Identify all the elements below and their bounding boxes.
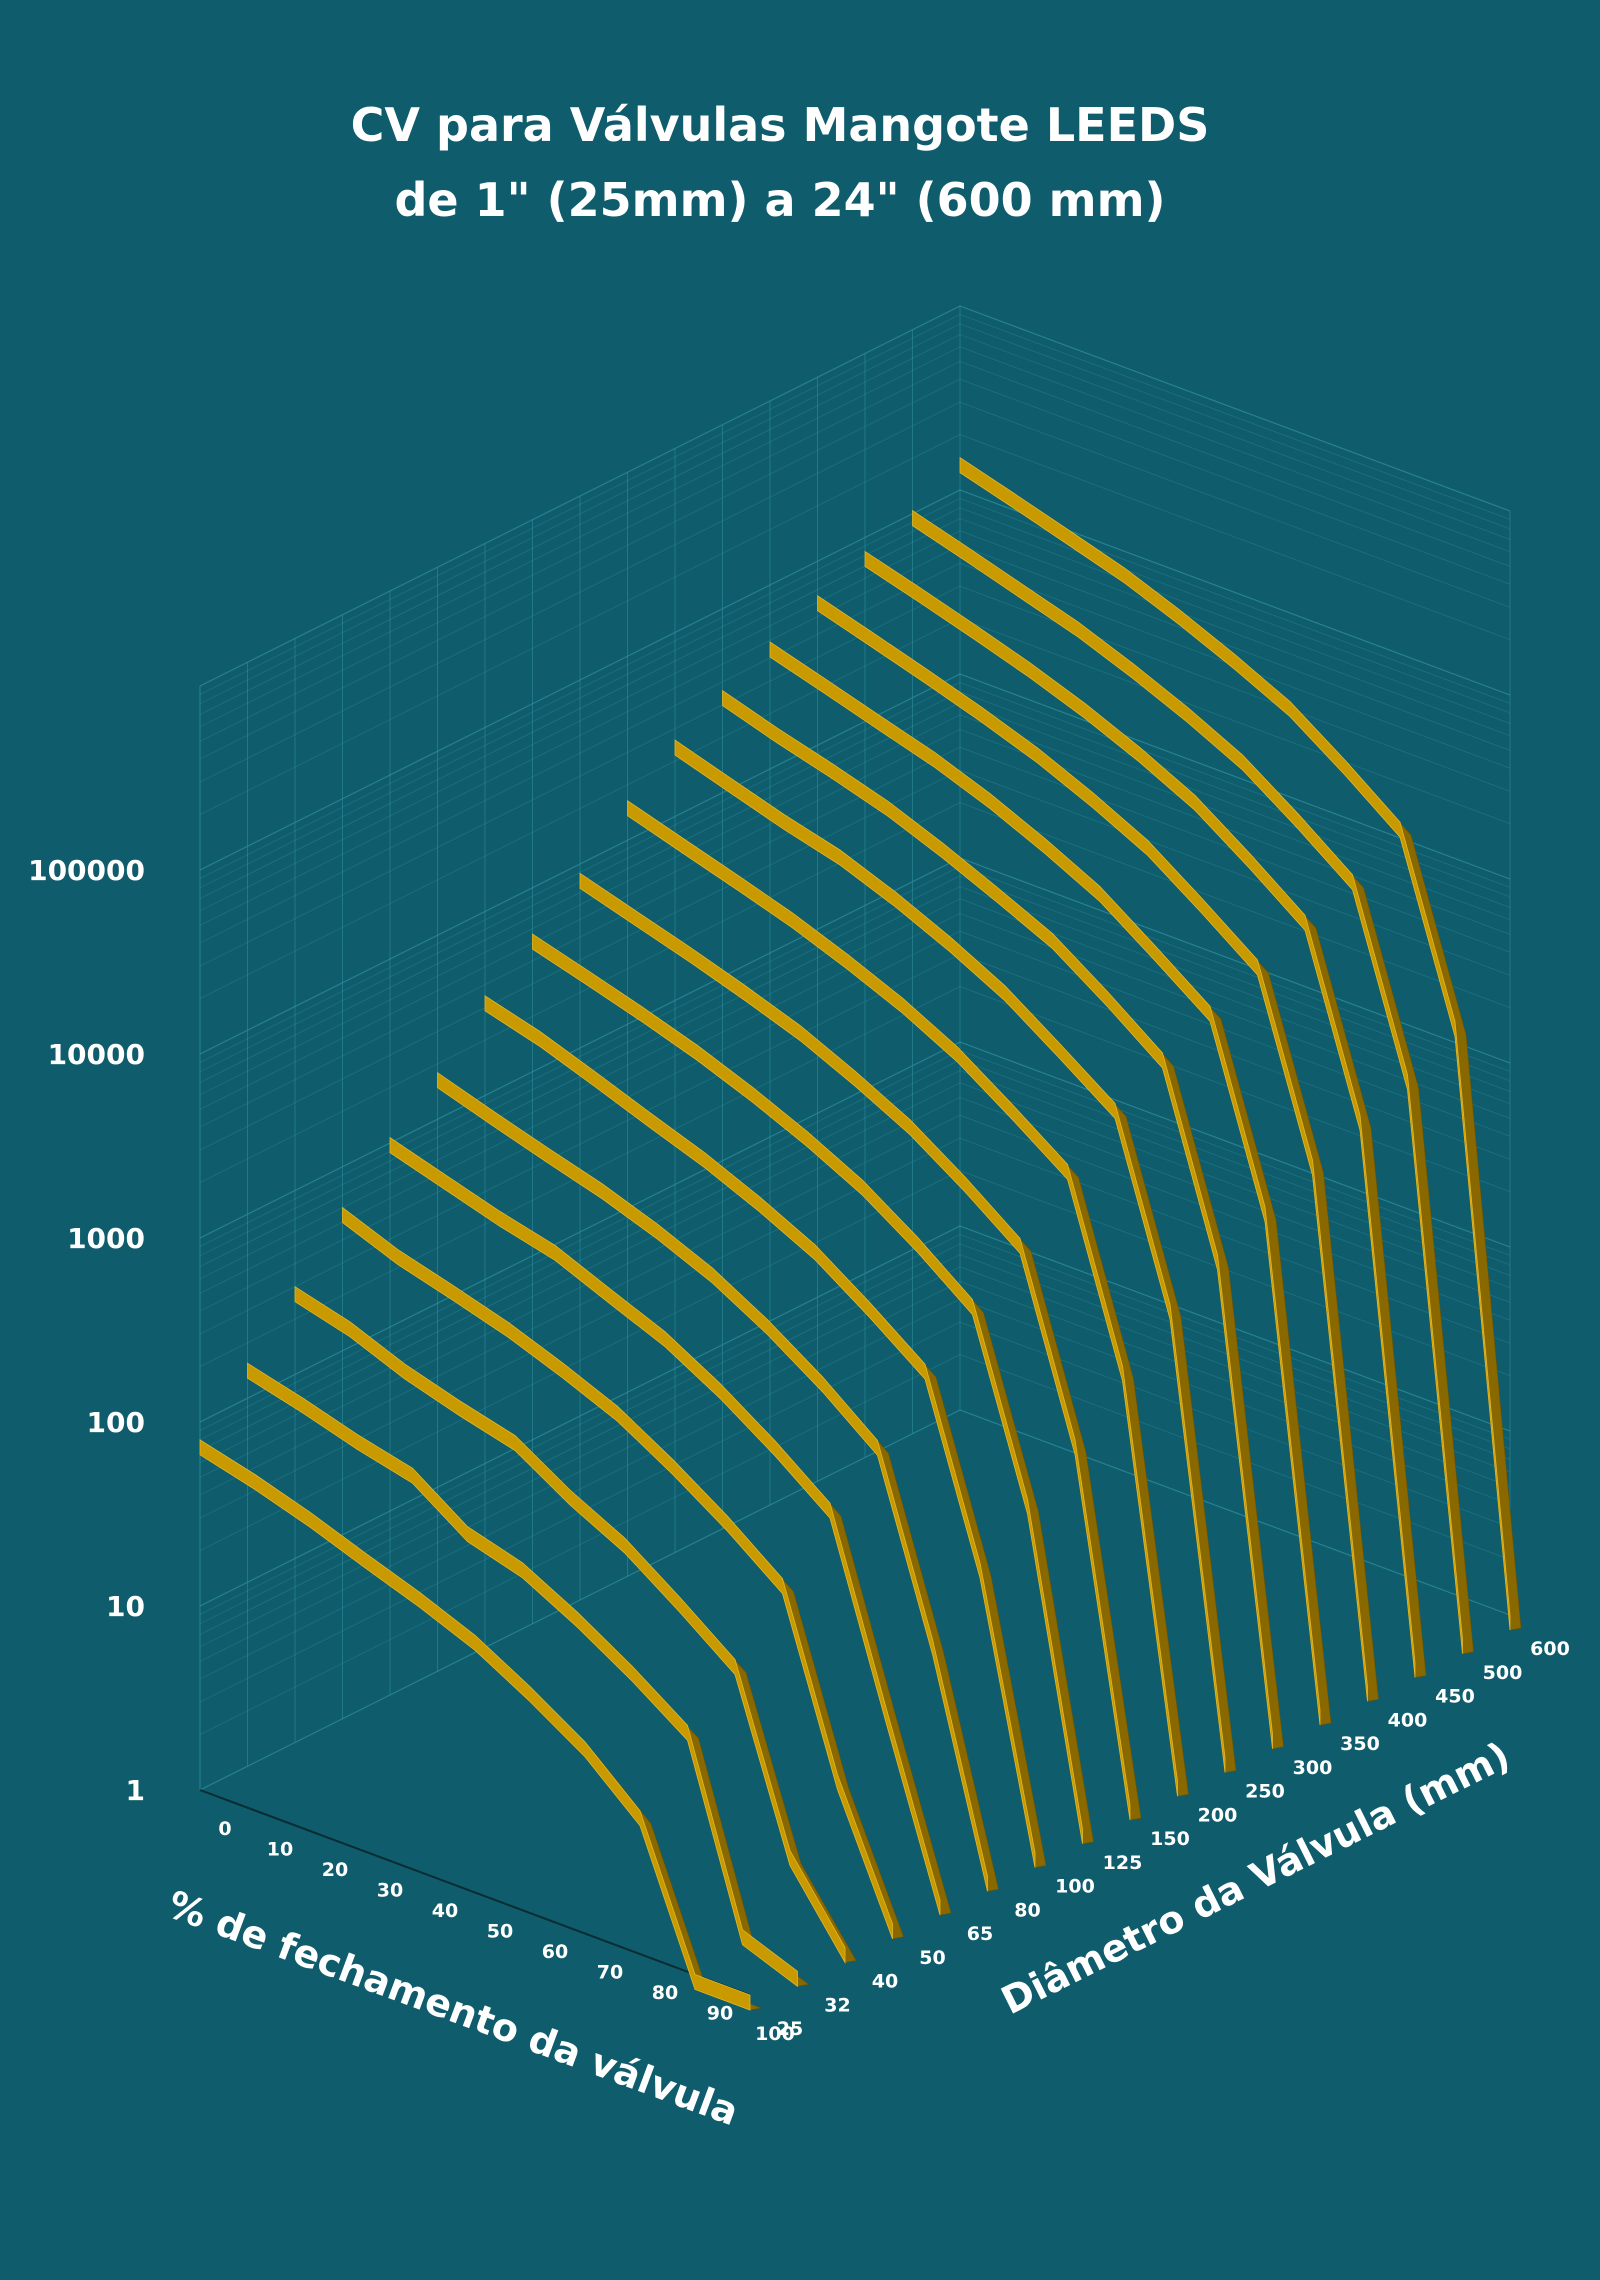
ribbon-side <box>436 1085 999 1892</box>
gridline-minor <box>199 346 1511 728</box>
depth-tick-label: 32 <box>824 1994 850 2016</box>
x-tick-label: 20 <box>322 1859 348 1881</box>
x-tick-label: 80 <box>652 1982 678 2004</box>
ribbon-side <box>674 752 1237 1773</box>
gridline-minor <box>199 702 1511 1083</box>
series-200 <box>626 799 1189 1797</box>
ribbon-face <box>674 739 1226 1773</box>
series-50 <box>341 1206 904 1940</box>
depth-tick-label: 350 <box>1340 1733 1380 1755</box>
y-tick-label: 100 <box>87 1406 145 1439</box>
y-tick-label: 1000 <box>67 1222 145 1255</box>
gridline-minor <box>199 691 1511 1073</box>
series-25 <box>199 1439 763 2011</box>
ribbon-face <box>817 594 1368 1702</box>
ribbon-face <box>199 1439 751 2011</box>
depth-tick-label: 400 <box>1388 1709 1428 1731</box>
gridline-minor <box>199 323 1511 705</box>
series-450 <box>864 550 1427 1678</box>
x-tick-label: 100 <box>755 2023 795 2045</box>
ribbon-face <box>437 1071 988 1892</box>
ribbon-face <box>864 550 1416 1678</box>
series-40 <box>294 1285 857 1965</box>
series-65 <box>389 1136 952 1916</box>
series-100 <box>484 995 1047 1868</box>
depth-tick-label: 80 <box>1014 1899 1040 1921</box>
series-400 <box>816 594 1379 1702</box>
ribbon-face <box>342 1206 893 1939</box>
ribbon-face <box>484 995 1036 1868</box>
y-tick-label: 1 <box>126 1774 145 1807</box>
depth-tick-label: 50 <box>919 1947 945 1969</box>
gridline-minor <box>199 865 1511 1247</box>
x-tick-label: 60 <box>542 1941 568 1963</box>
ribbon-side <box>294 1299 857 1963</box>
x-tick-label: 0 <box>218 1818 231 1840</box>
depth-tick-label: 200 <box>1198 1804 1238 1826</box>
y-tick-label: 10 <box>106 1590 145 1623</box>
ribbon-face <box>627 799 1178 1797</box>
series-150 <box>579 872 1142 1821</box>
y-tick-label: 100000 <box>28 854 145 887</box>
depth-tick-label: 300 <box>1293 1757 1333 1779</box>
x-tick-label: 90 <box>707 2003 733 2025</box>
y-tick-label: 10000 <box>48 1038 145 1071</box>
depth-tick-label: 150 <box>1150 1828 1190 1850</box>
gridline-minor <box>199 401 1511 783</box>
gridline-minor <box>199 1049 1511 1431</box>
gridline-minor <box>199 562 1511 944</box>
ribbon-face <box>532 933 1083 1844</box>
depth-tick-label: 25 <box>777 2018 803 2040</box>
series-125 <box>531 933 1094 1845</box>
ribbon-face <box>769 641 1321 1726</box>
ribbon-face <box>959 456 1511 1631</box>
x-tick-label: 50 <box>487 1921 513 1943</box>
series-32 <box>246 1362 810 1988</box>
gridline-minor <box>199 360 1511 742</box>
depth-tick-label: 40 <box>872 1971 898 1993</box>
series-500 <box>911 509 1474 1655</box>
depth-tick-label: 250 <box>1245 1781 1285 1803</box>
depth-tick-label: 65 <box>967 1923 993 1945</box>
ribbon-face <box>294 1285 846 1965</box>
chart-title-line-1: CV para Válvulas Mangote LEEDS <box>350 98 1210 152</box>
ribbon-side <box>246 1375 810 1987</box>
depth-tick-label: 500 <box>1483 1662 1523 1684</box>
x-tick-label: 70 <box>597 1962 623 1984</box>
gridline-minor <box>199 1354 1511 1735</box>
gridline-minor <box>199 313 1511 695</box>
depth-tick-label: 100 <box>1055 1876 1095 1898</box>
ribbon-side <box>341 1220 904 1940</box>
ribbon-face <box>389 1136 941 1916</box>
depth-tick-label: 125 <box>1103 1852 1143 1874</box>
gridline-major <box>199 489 1511 871</box>
x-axis-line <box>199 1789 751 1996</box>
depth-tick-label: 600 <box>1530 1638 1570 1660</box>
depth-tick-label: 450 <box>1435 1686 1475 1708</box>
ribbon-face <box>579 872 1131 1821</box>
gridline-minor <box>199 497 1511 879</box>
x-tick-label: 30 <box>377 1880 403 1902</box>
gridline-minor <box>199 802 1511 1183</box>
ribbon-face <box>722 689 1273 1749</box>
x-tick-label: 10 <box>267 1839 293 1861</box>
series-350 <box>769 641 1332 1726</box>
chart-title-line-2: de 1" (25mm) a 24" (600 mm) <box>394 173 1166 227</box>
ribbon-face <box>247 1362 798 1988</box>
gridline-minor <box>199 334 1511 715</box>
ribbon-face <box>912 509 1463 1654</box>
series-600 <box>959 456 1522 1631</box>
series-80 <box>436 1071 999 1892</box>
series-layer <box>199 456 1522 2011</box>
x-tick-label: 40 <box>432 1900 458 1922</box>
series-250 <box>674 739 1237 1773</box>
series-300 <box>721 689 1284 1750</box>
